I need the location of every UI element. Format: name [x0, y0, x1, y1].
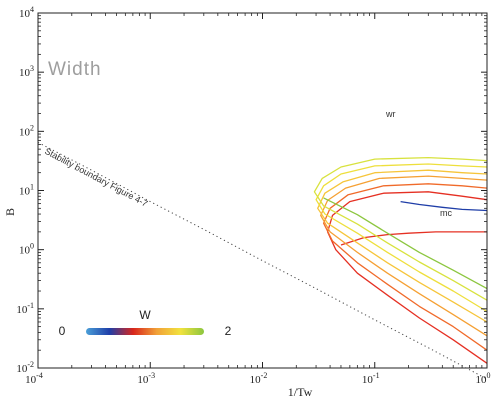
contour-line-4 — [317, 169, 488, 323]
contour-line-3 — [320, 175, 488, 337]
chart-title: Width — [48, 59, 102, 80]
wr-label: wr — [385, 109, 396, 119]
axis-labels: 10-4 10-3 10-2 10-1 100 10-2 10-1 100 101 102 103 1… — [16, 5, 490, 386]
contour-line-6 — [313, 156, 488, 301]
y-tick-label: 10-1 — [16, 301, 34, 316]
stability-boundary-line — [37, 141, 488, 380]
y-tick-label: 100 — [19, 242, 34, 257]
contour-line-7 — [323, 197, 488, 290]
colorbar-max-label: 2 — [225, 324, 232, 338]
x-tick-label: 100 — [476, 371, 491, 386]
plot-area — [37, 141, 488, 380]
axes — [37, 12, 488, 369]
colorbar-min-label: 0 — [59, 324, 66, 338]
y-tick-label: 10-2 — [16, 360, 34, 375]
colorbar-label: W — [139, 308, 151, 322]
y-tick-label: 101 — [19, 183, 34, 198]
y-tick-label: 104 — [19, 5, 34, 20]
x-tick-label: 10-1 — [362, 371, 380, 386]
x-tick-label: 10-4 — [25, 371, 43, 386]
contour-line-2 — [322, 183, 488, 351]
x-axis-label: 1/Tw — [288, 385, 313, 399]
y-tick-label: 102 — [19, 123, 34, 138]
y-axis-label: B — [3, 208, 17, 216]
x-tick-label: 10-2 — [250, 371, 268, 386]
y-tick-label: 103 — [19, 64, 34, 79]
contour-line-5 — [315, 163, 488, 313]
mc-label: mc — [440, 208, 452, 218]
contour-line-8 — [400, 200, 488, 212]
colorbar — [86, 328, 204, 335]
x-tick-label: 10-3 — [137, 371, 155, 386]
